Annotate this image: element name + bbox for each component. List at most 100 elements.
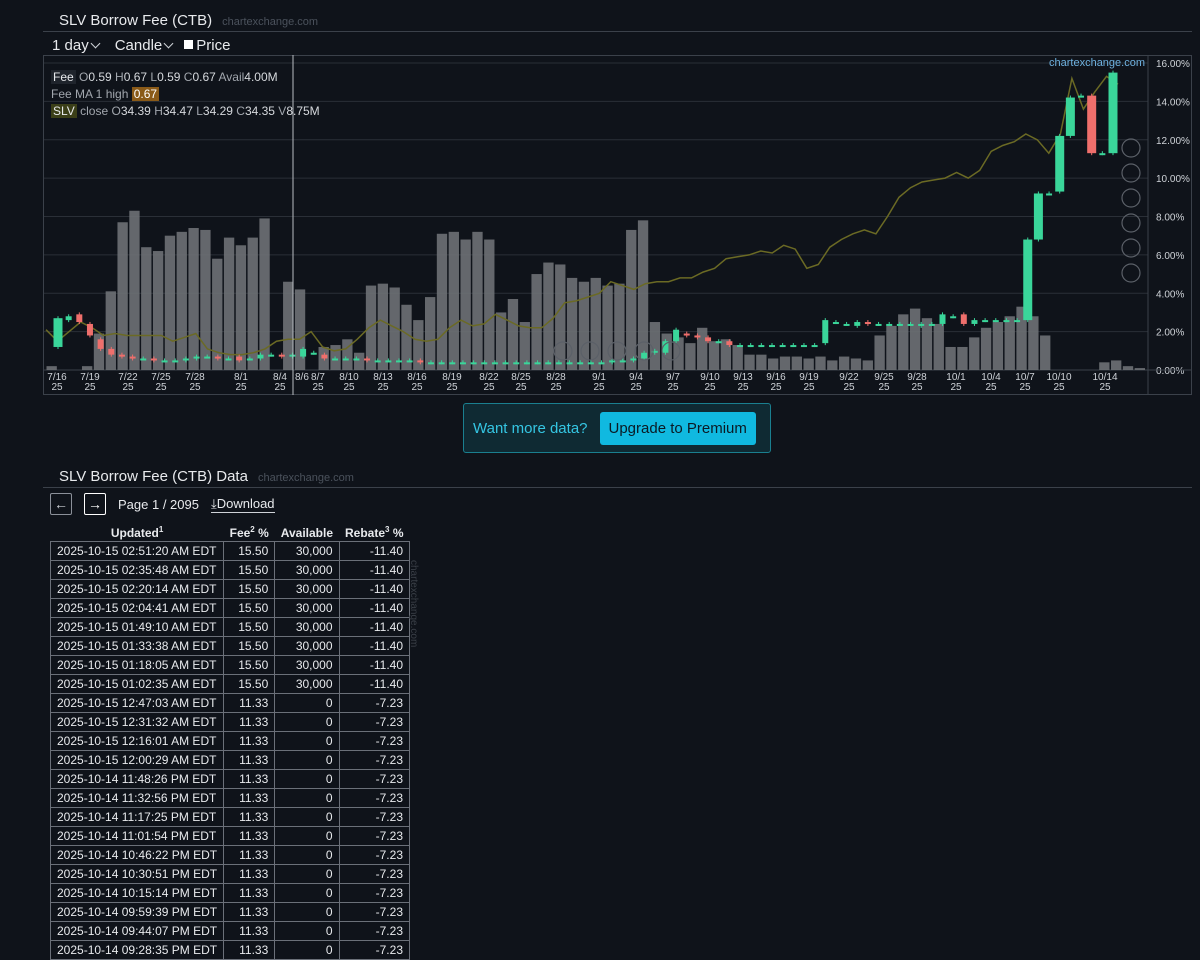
fee-candle [118, 354, 125, 357]
x-tick-label: 9/7 25 [666, 372, 680, 393]
fee-candle [641, 352, 648, 359]
checkbox-checked-icon[interactable] [184, 40, 194, 49]
pan-down-icon[interactable] [1121, 263, 1141, 283]
chart-style-dropdown[interactable]: Candle [115, 37, 174, 54]
volume-bar [235, 245, 247, 370]
volume-bar [188, 228, 199, 370]
fee-candle [758, 345, 765, 348]
fee-candle [1108, 72, 1118, 154]
cell-fee: 11.33 [223, 826, 276, 846]
cell-rebate: -7.23 [338, 921, 411, 941]
cell-available: 30,000 [274, 655, 340, 675]
next-page-button[interactable]: → [84, 493, 106, 515]
fee-candle [53, 318, 63, 347]
fee-candle [310, 352, 317, 355]
chart-svg[interactable]: 16.00% 14.00% 12.00% 10.00% 8.00% 6.00% 4.00% 2… [43, 55, 1192, 395]
slv-high: 34.47 [162, 104, 193, 118]
header-available[interactable]: Available [280, 525, 334, 540]
fee-candle [1065, 97, 1075, 136]
table-row: 2025-10-14 11:01:54 PM EDT 11.33 0 -7.23 [49, 826, 411, 846]
table-row: 2025-10-14 09:28:35 PM EDT 11.33 0 -7.23 [49, 940, 411, 960]
cell-fee: 15.50 [223, 674, 276, 694]
fee-candle [1023, 239, 1033, 321]
cell-rebate: -7.23 [338, 940, 411, 960]
x-tick-label: 7/16 25 [47, 372, 67, 393]
volume-bar [921, 318, 933, 370]
cell-updated: 2025-10-15 02:35:48 AM EDT [49, 560, 225, 580]
volume-bar [815, 356, 826, 370]
volume-bar [969, 337, 980, 370]
fee-candle [76, 314, 83, 323]
cell-fee: 15.50 [223, 541, 276, 561]
cell-fee: 11.33 [223, 807, 276, 827]
zoom-out-icon[interactable] [580, 341, 600, 361]
volume-bar [768, 358, 779, 370]
cell-rebate: -7.23 [338, 864, 411, 884]
fee-candle [225, 358, 232, 361]
volume-bar [909, 308, 921, 370]
fee-candle [619, 360, 626, 363]
pan-left-icon[interactable] [553, 341, 573, 361]
fee-candle [1078, 95, 1085, 98]
download-link[interactable]: ⤓Download [210, 495, 275, 513]
cell-updated: 2025-10-15 01:33:38 AM EDT [49, 636, 225, 656]
y-tick-label: 16.00% [1156, 59, 1190, 70]
fee-tag: Fee [51, 70, 76, 84]
cell-fee: 11.33 [223, 731, 276, 751]
cell-rebate: -7.23 [338, 769, 411, 789]
x-tick-label: 8/13 25 [373, 372, 393, 393]
volume-bar [354, 352, 365, 370]
fee-candle [246, 358, 253, 361]
header-updated[interactable]: Updated1 [110, 525, 164, 540]
fee-candle [427, 362, 434, 365]
interval-dropdown[interactable]: 1 day [52, 37, 101, 54]
reset-icon[interactable] [1121, 213, 1141, 233]
cell-fee: 11.33 [223, 788, 276, 808]
header-rebate[interactable]: Rebate3 % [345, 525, 404, 540]
pan-up-icon[interactable] [1121, 138, 1141, 158]
prev-page-button[interactable]: ← [50, 493, 72, 515]
x-tick-label: 10/14 25 [1092, 372, 1117, 393]
cell-available: 0 [274, 788, 340, 808]
cell-rebate: -11.40 [338, 541, 411, 561]
header-fee[interactable]: Fee2 % [229, 525, 269, 540]
volume-bar [756, 354, 767, 370]
volume-bar [637, 220, 649, 370]
x-tick-label: 9/13 25 [733, 372, 753, 393]
upgrade-premium-button[interactable]: Upgrade to Premium [599, 411, 756, 445]
fee-candle [278, 354, 285, 357]
fee-candle [204, 356, 211, 359]
price-toggle[interactable]: Price [184, 37, 230, 54]
cell-fee: 11.33 [223, 769, 276, 789]
cell-updated: 2025-10-15 12:00:29 AM EDT [49, 750, 225, 770]
cell-updated: 2025-10-14 09:59:39 PM EDT [49, 902, 225, 922]
x-tick-label: 9/22 25 [839, 372, 859, 393]
zoom-out-icon[interactable] [1121, 238, 1141, 258]
cell-updated: 2025-10-15 12:31:32 AM EDT [49, 712, 225, 732]
table-row: 2025-10-15 12:00:29 AM EDT 11.33 0 -7.23 [49, 750, 411, 770]
fee-candle [790, 345, 797, 348]
reset-icon[interactable] [607, 341, 627, 361]
fee-candle [1014, 320, 1021, 323]
zoom-in-icon[interactable] [1121, 163, 1141, 183]
cell-fee: 11.33 [223, 750, 276, 770]
x-tick-label: 8/1 25 [234, 372, 248, 393]
table-row: 2025-10-14 11:48:26 PM EDT 11.33 0 -7.23 [49, 769, 411, 789]
volume-bar [555, 264, 566, 370]
cell-rebate: -7.23 [338, 845, 411, 865]
volume-bar [1099, 362, 1110, 370]
fee-chart[interactable]: 16.00% 14.00% 12.00% 10.00% 8.00% 6.00% 4.00% 2… [43, 55, 1192, 395]
volume-bar [933, 323, 944, 370]
fit-vertical-icon[interactable] [1121, 188, 1141, 208]
pan-right-icon[interactable] [661, 341, 681, 361]
fee-candle [300, 348, 307, 357]
volume-bar [886, 325, 897, 370]
y-tick-label: 4.00% [1156, 289, 1184, 300]
fee-available: 4.00M [244, 70, 278, 84]
cell-available: 0 [274, 807, 340, 827]
fee-candle [481, 362, 488, 365]
zoom-in-icon[interactable] [634, 341, 654, 361]
table-row: 2025-10-15 02:04:41 AM EDT 15.50 30,000 -11… [49, 598, 411, 618]
fee-candle [374, 360, 381, 363]
volume-bar [838, 356, 850, 370]
